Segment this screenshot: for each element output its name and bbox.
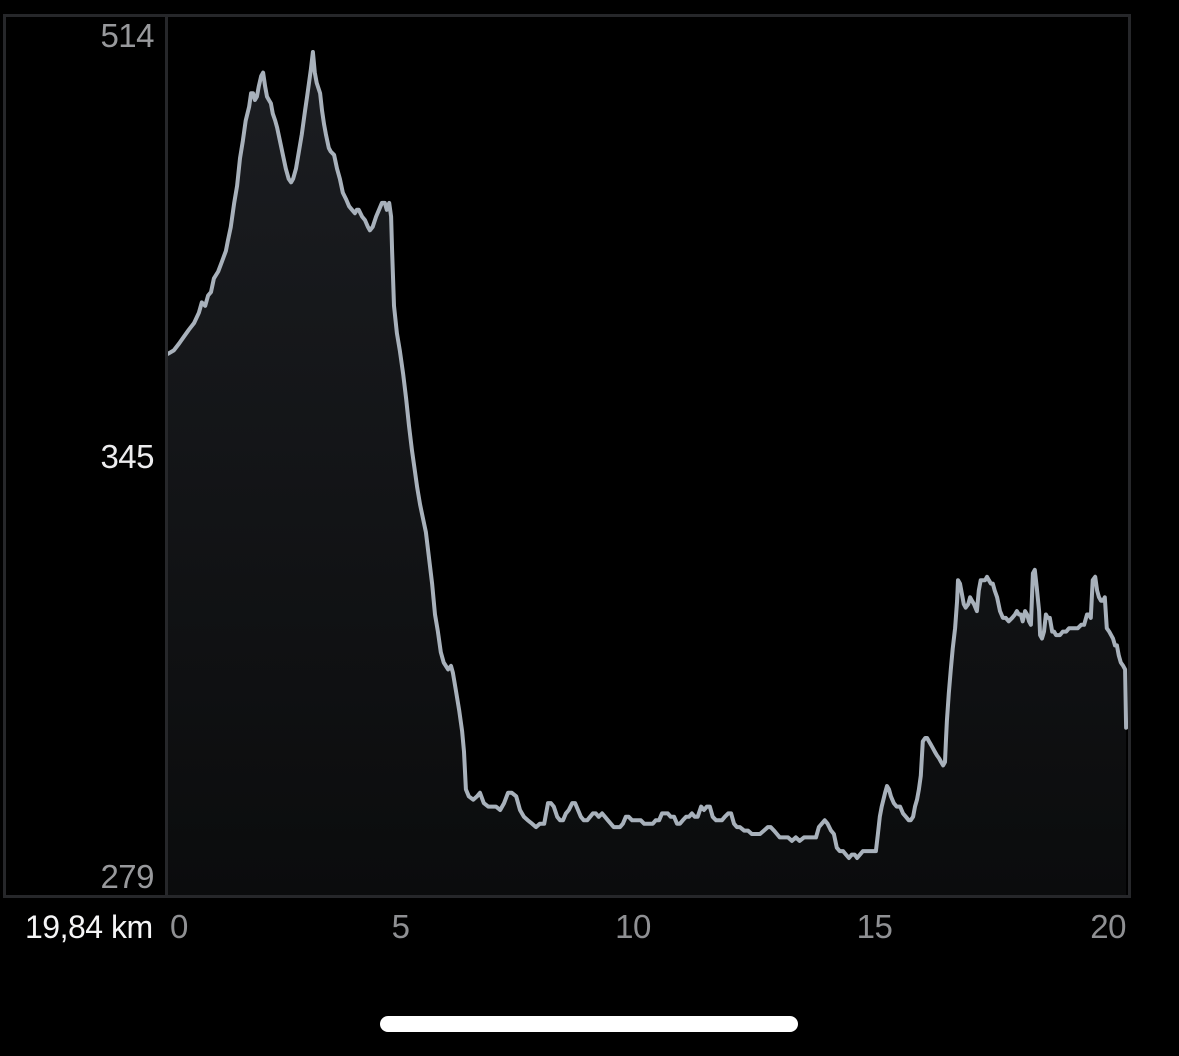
- x-tick-label: 5: [391, 908, 410, 945]
- x-axis: 0 5 10 15 20: [0, 907, 1179, 953]
- chart-frame-top: [3, 14, 1131, 17]
- y-axis-min-label: 279: [100, 858, 154, 895]
- chart-frame-left: [3, 14, 6, 898]
- home-indicator[interactable]: [380, 1016, 798, 1032]
- y-axis-mid-label: 345: [100, 437, 154, 475]
- x-tick-label: 20: [1090, 908, 1126, 945]
- chart-frame-bottom: [3, 895, 1131, 898]
- y-axis-max-label: 514: [100, 17, 154, 54]
- x-tick-label: 15: [856, 908, 893, 945]
- elevation-chart-plot[interactable]: [168, 17, 1128, 895]
- y-axis-divider: [165, 14, 168, 898]
- distance-readout: 19,84 km: [25, 909, 153, 945]
- y-axis: 514 345 279: [6, 17, 154, 895]
- elevation-line: [168, 50, 1128, 860]
- x-tick-label: 0: [170, 908, 188, 945]
- elevation-area-fill: [168, 52, 1127, 895]
- chart-frame-right: [1128, 14, 1131, 898]
- x-tick-label: 10: [615, 908, 651, 945]
